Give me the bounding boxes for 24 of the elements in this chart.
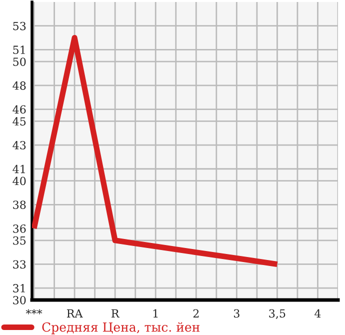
x-tick-label: 1 — [153, 309, 158, 318]
y-tick-label: 31 — [13, 284, 25, 292]
x-tick-label: 3,5 — [269, 309, 286, 319]
x-tick-label: R — [112, 309, 120, 318]
y-tick-label: 46 — [12, 105, 26, 114]
y-tick-label: 40 — [12, 176, 26, 186]
y-tick-label: 35 — [13, 236, 26, 245]
y-tick-label: 43 — [12, 141, 26, 150]
x-tick-label: 4 — [314, 309, 321, 318]
y-tick-label: 48 — [12, 81, 26, 90]
x-tick-label: 2 — [193, 309, 199, 318]
y-tick-label: 36 — [13, 224, 26, 233]
y-tick-label: 30 — [13, 296, 26, 304]
y-tick-label: 50 — [13, 58, 26, 66]
legend-label: Средняя Цена, тыс. йен — [42, 322, 200, 334]
x-tick-label: RA — [66, 309, 83, 318]
y-tick-label: 33 — [13, 260, 26, 269]
y-tick-label: 45 — [12, 117, 26, 126]
y-tick-label: 41 — [12, 164, 25, 174]
y-tick-label: 51 — [13, 46, 25, 54]
x-tick-label: 3 — [234, 309, 240, 318]
x-tick-label: *** — [26, 309, 42, 314]
y-tick-label: 53 — [13, 22, 26, 30]
y-tick-label: 38 — [13, 200, 26, 210]
